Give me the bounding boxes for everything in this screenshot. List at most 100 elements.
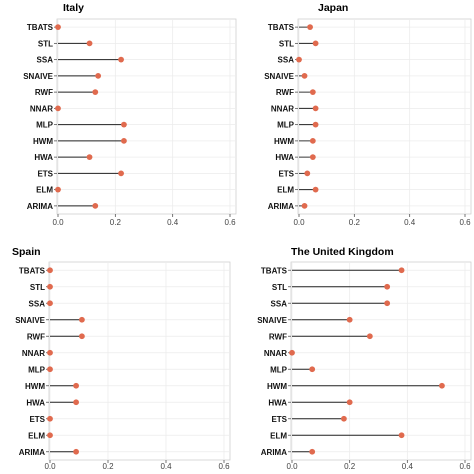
lollipop-dot [312, 40, 319, 47]
category-label: NNAR [22, 349, 45, 358]
x-tick-label: 0.6 [459, 218, 471, 227]
category-label: SNAIVE [23, 72, 53, 81]
category-label: ETS [29, 415, 45, 424]
x-tick-label: 0.6 [224, 218, 236, 227]
lollipop-dot [121, 121, 127, 128]
x-tick-label: 0.0 [52, 218, 64, 227]
category-label: STL [279, 39, 294, 48]
category-label: MLP [36, 121, 54, 130]
category-label: ARIMA [27, 202, 53, 211]
category-label: STL [272, 283, 287, 292]
lollipop-dot [304, 170, 311, 177]
x-tick-label: 0.4 [167, 218, 179, 227]
plot-background [56, 18, 237, 215]
category-label: NNAR [30, 104, 53, 113]
category-label: SSA [271, 299, 288, 308]
category-label: STL [30, 283, 45, 292]
lollipop-dot [47, 283, 53, 290]
category-label: ELM [36, 186, 53, 195]
lollipop-dot [398, 432, 405, 439]
panel-japan: Japan 0.0 0.2 0.4 0.6 TBATS STL SSA SNAIVE RWF NNA… [264, 2, 472, 227]
category-label: TBATS [27, 23, 54, 32]
x-tick-label: 0.0 [293, 218, 305, 227]
category-label: SNAIVE [15, 316, 45, 325]
panel-title: Italy [63, 2, 84, 14]
lollipop-dot [47, 349, 53, 356]
lollipop-dot [346, 316, 353, 323]
category-label: SSA [29, 299, 46, 308]
lollipop-dot [366, 333, 373, 340]
category-label: ARIMA [268, 202, 294, 211]
lollipop-dot [55, 105, 61, 112]
lollipop-dot [73, 399, 79, 406]
category-label: SSA [278, 56, 295, 65]
lollipop-dot [346, 399, 353, 406]
category-label: ELM [277, 186, 294, 195]
category-label: HWA [26, 398, 45, 407]
lollipop-dot [92, 202, 99, 209]
category-label: STL [38, 39, 53, 48]
lollipop-dot [79, 316, 85, 323]
lollipop-dot [341, 415, 347, 422]
category-label: NNAR [264, 349, 287, 358]
lollipop-dot [398, 267, 405, 274]
category-label: RWF [27, 332, 45, 341]
category-label: HWM [25, 382, 45, 391]
category-label: SNAIVE [257, 316, 287, 325]
category-label: HWM [274, 137, 294, 146]
category-label: ELM [270, 431, 287, 440]
category-label: ARIMA [19, 448, 45, 457]
category-label: HWM [267, 382, 287, 391]
lollipop-dot [92, 89, 99, 96]
lollipop-dot [312, 186, 319, 193]
plot-background [297, 18, 472, 215]
lollipop-dot [47, 300, 53, 307]
lollipop-dot [47, 366, 53, 373]
x-tick-label: 0.4 [402, 462, 414, 471]
lollipop-dot [121, 137, 127, 144]
lollipop-dot [307, 24, 313, 31]
category-label: ETS [278, 169, 294, 178]
category-label: MLP [270, 365, 288, 374]
x-tick-label: 0.6 [218, 462, 230, 471]
lollipop-dot [312, 121, 319, 128]
lollipop-dot [309, 137, 316, 144]
category-label: ETS [271, 415, 287, 424]
plot-background [290, 261, 472, 461]
category-label: SNAIVE [264, 72, 294, 81]
lollipop-dot [289, 349, 295, 356]
lollipop-dot [86, 40, 93, 47]
x-tick-label: 0.0 [44, 462, 56, 471]
x-tick-label: 0.2 [344, 462, 356, 471]
category-label: RWF [269, 332, 287, 341]
lollipop-dot [73, 448, 79, 455]
panel-title: Spain [12, 246, 41, 258]
category-label: RWF [276, 88, 294, 97]
lollipop-dot [79, 333, 85, 340]
category-label: HWA [268, 398, 287, 407]
x-tick-label: 0.0 [286, 462, 298, 471]
panel-title: Japan [318, 2, 348, 14]
lollipop-dot [301, 72, 308, 79]
lollipop-dot [95, 72, 102, 79]
lollipop-dot [312, 105, 319, 112]
category-label: TBATS [268, 23, 295, 32]
category-label: MLP [277, 121, 295, 130]
lollipop-dot [296, 56, 302, 63]
lollipop-dot [47, 267, 53, 274]
lollipop-dot [86, 154, 93, 161]
lollipop-dot [118, 56, 124, 63]
category-label: ETS [37, 169, 53, 178]
lollipop-dot [47, 432, 53, 439]
lollipop-dot [47, 415, 53, 422]
lollipop-dot [309, 89, 316, 96]
category-label: TBATS [19, 266, 46, 275]
category-label: TBATS [261, 266, 288, 275]
panel-title: The United Kingdom [291, 246, 394, 258]
category-label: RWF [35, 88, 53, 97]
panel-italy: Italy 0.0 0.2 0.4 0.6 TBATS STL SSA SNAIVE RWF NNA… [23, 2, 237, 227]
category-label: MLP [28, 365, 46, 374]
plot-background [48, 261, 231, 461]
x-tick-label: 0.2 [102, 462, 114, 471]
